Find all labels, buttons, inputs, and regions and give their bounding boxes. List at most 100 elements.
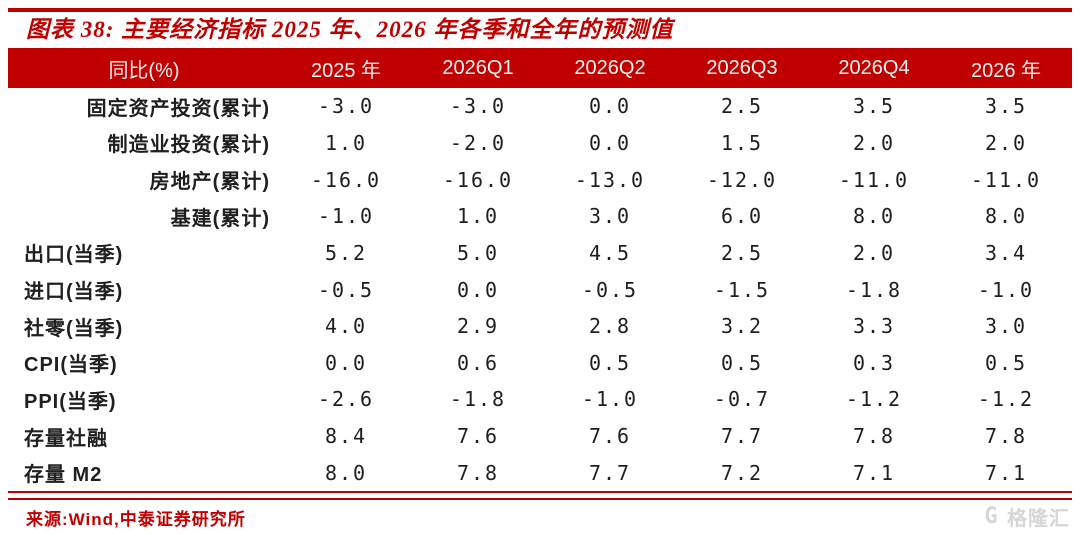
value-cell: -16.0 xyxy=(442,167,514,192)
top-rule xyxy=(8,8,1072,12)
value-cell: 8.0 xyxy=(852,204,896,229)
value-cell: 0.5 xyxy=(984,350,1028,375)
value-cell: -1.0 xyxy=(317,204,375,229)
value-cell: 5.0 xyxy=(456,240,500,265)
value-cell: -0.5 xyxy=(581,277,639,302)
header-cell: 2026Q3 xyxy=(706,56,778,79)
value-cell: 0.6 xyxy=(456,350,500,375)
value-cell: 0.0 xyxy=(324,350,368,375)
table-row: 房地产(累计) -16.0 -16.0 -13.0 -12.0 -11.0 -11.0 xyxy=(8,161,1072,198)
value-cell: -1.2 xyxy=(845,387,903,412)
value-cell: 2.0 xyxy=(984,130,1028,155)
row-label: 进口(当季) xyxy=(24,281,124,304)
value-cell: 3.5 xyxy=(852,94,896,119)
value-cell: 4.5 xyxy=(588,240,632,265)
value-cell: -12.0 xyxy=(706,167,778,192)
value-cell: 3.0 xyxy=(984,314,1028,339)
value-cell: 7.1 xyxy=(852,460,896,485)
value-cell: 1.0 xyxy=(456,204,500,229)
table-row: 出口(当季) 5.2 5.0 4.5 2.5 2.0 3.4 xyxy=(8,235,1072,272)
figure-title: 图表 38: 主要经济指标 2025 年、2026 年各季和全年的预测值 xyxy=(26,17,674,42)
value-cell: 2.8 xyxy=(588,314,632,339)
value-cell: -0.7 xyxy=(713,387,771,412)
value-cell: 7.1 xyxy=(984,460,1028,485)
table-row: 制造业投资(累计) 1.0 -2.0 0.0 1.5 2.0 2.0 xyxy=(8,125,1072,162)
value-cell: 7.6 xyxy=(456,424,500,449)
value-cell: 2.0 xyxy=(852,240,896,265)
table-body: 固定资产投资(累计) -3.0 -3.0 0.0 2.5 3.5 3.5 制造业投资(累计) 1… xyxy=(8,88,1072,491)
value-cell: 0.3 xyxy=(852,350,896,375)
value-cell: 3.2 xyxy=(720,314,764,339)
value-cell: 7.8 xyxy=(852,424,896,449)
value-cell: 2.0 xyxy=(852,130,896,155)
value-cell: 1.0 xyxy=(324,130,368,155)
value-cell: 0.0 xyxy=(588,130,632,155)
value-cell: 4.0 xyxy=(324,314,368,339)
value-cell: 6.0 xyxy=(720,204,764,229)
value-cell: -1.5 xyxy=(713,277,771,302)
row-label: 房地产(累计) xyxy=(149,171,270,194)
header-cell: 2026Q1 xyxy=(442,56,514,79)
table-row: CPI(当季) 0.0 0.6 0.5 0.5 0.3 0.5 xyxy=(8,344,1072,381)
table-row: 存量 M2 8.0 7.8 7.7 7.2 7.1 7.1 xyxy=(8,454,1072,491)
value-cell: -1.0 xyxy=(977,277,1035,302)
value-cell: -2.0 xyxy=(449,130,507,155)
row-label: 存量社融 xyxy=(24,427,108,450)
value-cell: 3.3 xyxy=(852,314,896,339)
value-cell: 0.5 xyxy=(588,350,632,375)
table-row: 存量社融 8.4 7.6 7.6 7.7 7.8 7.8 xyxy=(8,418,1072,455)
value-cell: -16.0 xyxy=(310,167,382,192)
value-cell: 2.5 xyxy=(720,94,764,119)
value-cell: 2.5 xyxy=(720,240,764,265)
header-cell: 2026Q4 xyxy=(838,56,910,79)
table-row: 社零(当季) 4.0 2.9 2.8 3.2 3.3 3.0 xyxy=(8,308,1072,345)
value-cell: -11.0 xyxy=(838,167,910,192)
row-label: PPI(当季) xyxy=(24,390,117,413)
table-header-row: 同比(%) 2025 年 2026Q1 2026Q2 2026Q3 2026Q4 2026 … xyxy=(8,48,1072,88)
header-cell: 2026Q2 xyxy=(574,56,646,79)
value-cell: -1.2 xyxy=(977,387,1035,412)
value-cell: 2.9 xyxy=(456,314,500,339)
value-cell: 8.4 xyxy=(324,424,368,449)
row-label: 社零(当季) xyxy=(24,317,124,340)
header-cell-indicator: 同比(%) xyxy=(108,59,180,82)
value-cell: 7.8 xyxy=(984,424,1028,449)
header-cell: 2025 年 xyxy=(310,59,382,82)
value-cell: 3.4 xyxy=(984,240,1028,265)
source-note: 来源:Wind,中泰证券研究所 xyxy=(26,510,246,529)
row-label: 制造业投资(累计) xyxy=(107,134,270,157)
value-cell: -0.5 xyxy=(317,277,375,302)
table-row: 固定资产投资(累计) -3.0 -3.0 0.0 2.5 3.5 3.5 xyxy=(8,88,1072,125)
watermark: G 格隆汇 xyxy=(980,502,1070,531)
value-cell: -3.0 xyxy=(317,94,375,119)
value-cell: 7.7 xyxy=(720,424,764,449)
row-label: CPI(当季) xyxy=(24,354,118,377)
row-label: 固定资产投资(累计) xyxy=(86,97,270,120)
table-row: 基建(累计) -1.0 1.0 3.0 6.0 8.0 8.0 xyxy=(8,198,1072,235)
value-cell: 1.5 xyxy=(720,130,764,155)
table-row: PPI(当季) -2.6 -1.8 -1.0 -0.7 -1.2 -1.2 xyxy=(8,381,1072,418)
watermark-label: 格隆汇 xyxy=(1007,508,1070,530)
value-cell: 5.2 xyxy=(324,240,368,265)
value-cell: 3.0 xyxy=(588,204,632,229)
value-cell: -13.0 xyxy=(574,167,646,192)
value-cell: -2.6 xyxy=(317,387,375,412)
table-row: 进口(当季) -0.5 0.0 -0.5 -1.5 -1.8 -1.0 xyxy=(8,271,1072,308)
value-cell: 8.0 xyxy=(984,204,1028,229)
value-cell: 7.8 xyxy=(456,460,500,485)
value-cell: -1.8 xyxy=(845,277,903,302)
value-cell: 7.2 xyxy=(720,460,764,485)
row-label: 存量 M2 xyxy=(24,464,103,487)
value-cell: 7.6 xyxy=(588,424,632,449)
value-cell: -11.0 xyxy=(970,167,1042,192)
bottom-rule-upper xyxy=(8,491,1072,493)
header-cell: 2026 年 xyxy=(970,59,1042,82)
value-cell: 8.0 xyxy=(324,460,368,485)
value-cell: 7.7 xyxy=(588,460,632,485)
bottom-rule-lower xyxy=(8,498,1072,500)
gelonghui-logo-icon: G xyxy=(984,503,998,529)
value-cell: -3.0 xyxy=(449,94,507,119)
value-cell: 3.5 xyxy=(984,94,1028,119)
value-cell: 0.0 xyxy=(588,94,632,119)
